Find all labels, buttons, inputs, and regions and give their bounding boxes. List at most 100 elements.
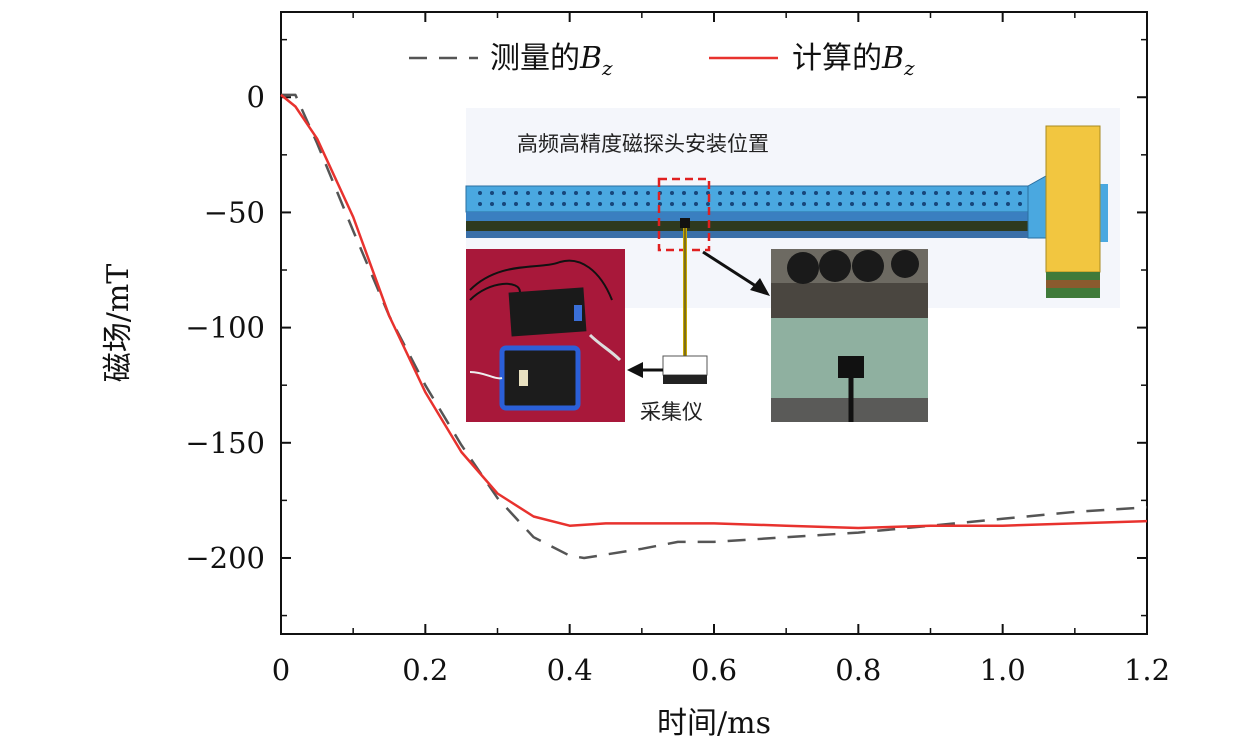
busbar-hole <box>766 202 770 206</box>
busbar-hole <box>742 191 746 195</box>
busbar-hole <box>682 202 686 206</box>
busbar-hole <box>514 202 518 206</box>
busbar-hole <box>838 191 842 195</box>
busbar-hole <box>814 202 818 206</box>
busbar-hole <box>922 191 926 195</box>
busbar-hole <box>874 191 878 195</box>
busbar-hole <box>790 191 794 195</box>
connector-base-2 <box>1046 280 1100 288</box>
busbar-hole <box>574 191 578 195</box>
busbar-hole <box>526 202 530 206</box>
busbar-hole <box>562 202 566 206</box>
busbar-hole <box>874 202 878 206</box>
busbar-hole <box>862 202 866 206</box>
series-line-calculated <box>280 93 1148 530</box>
busbar-hole <box>742 202 746 206</box>
busbar-dark <box>466 221 1028 231</box>
busbar-hole <box>538 191 542 195</box>
busbar-hole <box>718 191 722 195</box>
arrowhead-probe-photo <box>750 278 770 296</box>
busbar-hole <box>694 202 698 206</box>
busbar-hole <box>898 191 902 195</box>
busbar-hole <box>502 202 506 206</box>
busbar-hole <box>838 202 842 206</box>
busbar-hole <box>1018 191 1022 195</box>
acquisition-device-icon <box>662 355 708 376</box>
busbar-hole <box>646 202 650 206</box>
x-tick-label: 0.4 <box>547 653 593 687</box>
connector-base-1 <box>1046 272 1100 280</box>
series-layer <box>280 93 1148 560</box>
axes: 0 0.2 0.4 0.6 0.8 1.0 1.2 0 −50 −100 −150 −200 <box>185 12 1170 687</box>
busbar-hole <box>526 191 530 195</box>
busbar-hole <box>862 191 866 195</box>
busbar-hole <box>946 202 950 206</box>
busbar-hole <box>622 191 626 195</box>
x-tick-label: 0.8 <box>835 653 881 687</box>
probe-marker <box>680 218 690 228</box>
busbar-hole <box>514 191 518 195</box>
busbar-hole <box>622 202 626 206</box>
busbar-hole <box>706 202 710 206</box>
busbar-hole <box>850 191 854 195</box>
probe-photo <box>771 249 928 422</box>
busbar-hole <box>934 202 938 206</box>
busbar-hole <box>754 191 758 195</box>
busbar-hole <box>730 191 734 195</box>
busbar-hole <box>802 202 806 206</box>
busbar-hole <box>766 191 770 195</box>
y-tick-label: 0 <box>247 80 265 114</box>
busbar-hole <box>922 202 926 206</box>
busbar-hole <box>958 202 962 206</box>
x-tick-label: 0 <box>272 653 290 687</box>
busbar-hole <box>790 202 794 206</box>
y-tick-label: −100 <box>185 311 265 345</box>
busbar-hole <box>886 191 890 195</box>
x-tick-label: 1.2 <box>1124 653 1170 687</box>
busbar-hole <box>994 202 998 206</box>
busbar-hole <box>778 191 782 195</box>
y-tick-label: −50 <box>204 195 265 229</box>
busbar-hole <box>490 202 494 206</box>
hardware-photo <box>466 249 625 422</box>
busbar-hole <box>634 191 638 195</box>
busbar-hole <box>1018 202 1022 206</box>
busbar-hole <box>538 202 542 206</box>
arrowhead-hardware-photo <box>627 362 643 378</box>
x-axis-title: 时间/ms <box>657 706 771 741</box>
busbar-hole <box>610 202 614 206</box>
busbar-hole <box>1006 191 1010 195</box>
busbar-hole <box>754 202 758 206</box>
busbar-hole <box>586 191 590 195</box>
busbar-hole <box>550 202 554 206</box>
legend-label-calculated: 计算的Bz <box>792 41 915 80</box>
connector-block <box>1045 125 1101 273</box>
busbar-hole <box>886 202 890 206</box>
busbar-hole <box>850 202 854 206</box>
busbar-hole <box>682 191 686 195</box>
busbar-hole <box>598 202 602 206</box>
busbar-hole <box>910 202 914 206</box>
busbar-hole <box>670 202 674 206</box>
y-tick-label: −200 <box>185 541 265 575</box>
busbar-hole <box>982 202 986 206</box>
legend: 测量的Bz 计算的Bz <box>409 41 915 80</box>
connector-base-3 <box>1046 288 1100 298</box>
busbar-taper <box>1027 175 1047 239</box>
busbar-hole <box>934 191 938 195</box>
busbar-hole <box>646 191 650 195</box>
busbar-hole <box>910 191 914 195</box>
busbar-hole <box>946 191 950 195</box>
busbar-hole <box>502 191 506 195</box>
busbar-hole <box>478 191 482 195</box>
busbar-hole <box>694 191 698 195</box>
busbar-hole <box>718 202 722 206</box>
busbar-top <box>465 185 1029 213</box>
inset-illustration: 高频高精度磁探头安装位置 采集仪 <box>465 108 1120 424</box>
acquisition-device-base <box>663 375 707 384</box>
y-axis-title: 磁场/mT <box>101 264 136 383</box>
busbar-hole <box>826 202 830 206</box>
busbar-hole <box>970 191 974 195</box>
busbar-hole <box>730 202 734 206</box>
inset-title: 高频高精度磁探头安装位置 <box>517 132 769 156</box>
